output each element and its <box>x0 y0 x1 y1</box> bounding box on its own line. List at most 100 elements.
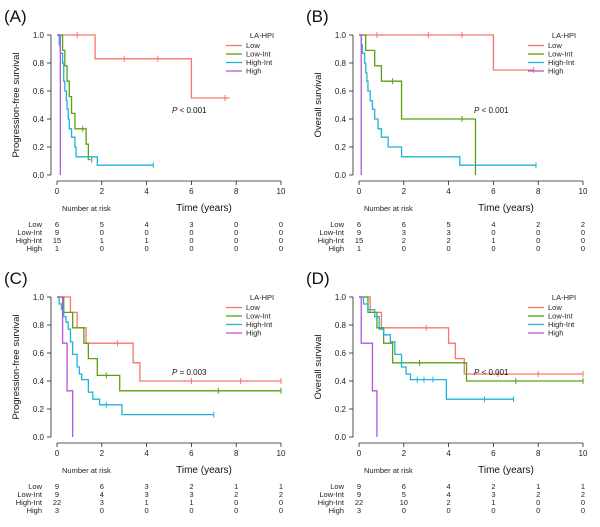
series-line-high-int <box>359 34 536 166</box>
x-tick-label: 0 <box>55 449 60 458</box>
risk-cell: 0 <box>491 244 495 253</box>
p-value-annotation: P < 0.001 <box>474 106 509 115</box>
risk-cell: 0 <box>581 244 585 253</box>
x-tick-label: 2 <box>402 449 407 458</box>
risk-row-label: Low-Int <box>17 490 43 499</box>
risk-cell: 0 <box>279 220 283 229</box>
risk-cell: 3 <box>145 482 149 491</box>
risk-cell: 2 <box>447 236 451 245</box>
risk-row-label: High-Int <box>16 236 43 245</box>
x-tick-label: 2 <box>402 187 407 196</box>
legend-label: High-Int <box>246 58 273 67</box>
p-value-annotation: P = 0.003 <box>172 368 207 377</box>
legend-label: Low <box>246 303 260 312</box>
risk-cell: 3 <box>402 228 406 237</box>
panel-label: (D) <box>306 269 330 288</box>
risk-row-label: Low-Int <box>319 228 345 237</box>
risk-cell: 9 <box>55 490 59 499</box>
x-tick-label: 4 <box>144 449 149 458</box>
risk-cell: 0 <box>536 236 540 245</box>
x-tick-label: 8 <box>234 187 239 196</box>
risk-cell: 6 <box>402 220 406 229</box>
y-axis-title: Overall survival <box>313 73 324 138</box>
y-tick-label: 0.2 <box>33 143 45 152</box>
x-axis-title: Time (years) <box>478 203 534 214</box>
legend-label: Low <box>548 41 562 50</box>
risk-cell: 5 <box>402 490 406 499</box>
risk-cell: 6 <box>55 220 59 229</box>
y-tick-label: 0.6 <box>335 87 347 96</box>
risk-cell: 3 <box>447 228 451 237</box>
risk-cell: 5 <box>447 220 451 229</box>
risk-row-label: Low-Int <box>319 490 345 499</box>
risk-cell: 9 <box>55 228 59 237</box>
risk-cell: 0 <box>402 506 406 515</box>
series-line-low <box>359 34 534 71</box>
risk-cell: 4 <box>491 220 495 229</box>
x-tick-label: 0 <box>357 187 362 196</box>
risk-cell: 0 <box>536 228 540 237</box>
risk-cell: 0 <box>189 506 193 515</box>
risk-table-title: Number at risk <box>364 466 413 475</box>
risk-cell: 0 <box>145 228 149 237</box>
risk-cell: 0 <box>402 244 406 253</box>
x-tick-label: 8 <box>234 449 239 458</box>
risk-cell: 3 <box>145 490 149 499</box>
risk-cell: 2 <box>279 490 283 499</box>
y-tick-label: 0.0 <box>335 433 347 442</box>
risk-cell: 2 <box>581 490 585 499</box>
y-tick-label: 0.0 <box>33 171 45 180</box>
legend-label: Low-Int <box>548 50 574 59</box>
risk-row-label: High-Int <box>318 236 345 245</box>
x-tick-label: 10 <box>579 449 588 458</box>
risk-cell: 1 <box>145 498 149 507</box>
risk-cell: 9 <box>357 482 361 491</box>
legend-label: High <box>548 67 563 76</box>
risk-row-label: High-Int <box>16 498 43 507</box>
panel-label: (B) <box>306 7 329 26</box>
x-tick-label: 10 <box>579 187 588 196</box>
risk-cell: 4 <box>447 482 451 491</box>
y-tick-label: 0.4 <box>335 377 347 386</box>
risk-cell: 1 <box>491 236 495 245</box>
y-tick-label: 0.4 <box>335 115 347 124</box>
risk-row-label: Low <box>28 482 42 491</box>
risk-cell: 0 <box>279 498 283 507</box>
risk-cell: 0 <box>279 506 283 515</box>
risk-cell: 6 <box>357 220 361 229</box>
risk-cell: 0 <box>581 506 585 515</box>
series-line-high <box>57 34 62 175</box>
x-tick-label: 10 <box>277 187 286 196</box>
risk-cell: 0 <box>536 244 540 253</box>
risk-cell: 10 <box>400 498 408 507</box>
risk-cell: 0 <box>536 506 540 515</box>
risk-cell: 0 <box>581 236 585 245</box>
risk-cell: 3 <box>189 490 193 499</box>
x-tick-label: 6 <box>189 449 194 458</box>
risk-table-title: Number at risk <box>62 466 111 475</box>
risk-cell: 3 <box>189 220 193 229</box>
x-axis-title: Time (years) <box>478 465 534 476</box>
risk-cell: 2 <box>536 490 540 499</box>
panel-label: (C) <box>4 269 28 288</box>
y-axis-title: Progression-free survival <box>11 314 22 419</box>
risk-cell: 15 <box>355 236 363 245</box>
y-tick-label: 0.4 <box>33 377 45 386</box>
risk-cell: 22 <box>355 498 363 507</box>
risk-cell: 0 <box>447 506 451 515</box>
risk-cell: 0 <box>491 506 495 515</box>
y-tick-label: 0.2 <box>335 405 347 414</box>
risk-cell: 5 <box>100 220 104 229</box>
p-value-annotation: P < 0.001 <box>474 368 509 377</box>
risk-cell: 9 <box>357 490 361 499</box>
risk-cell: 0 <box>234 220 238 229</box>
x-tick-label: 8 <box>536 449 541 458</box>
risk-row-label: Low-Int <box>17 228 43 237</box>
risk-cell: 1 <box>357 244 361 253</box>
legend-title: LA-HPI <box>552 31 576 40</box>
legend-label: High <box>548 329 563 338</box>
y-tick-label: 0.8 <box>335 59 347 68</box>
risk-cell: 0 <box>234 498 238 507</box>
